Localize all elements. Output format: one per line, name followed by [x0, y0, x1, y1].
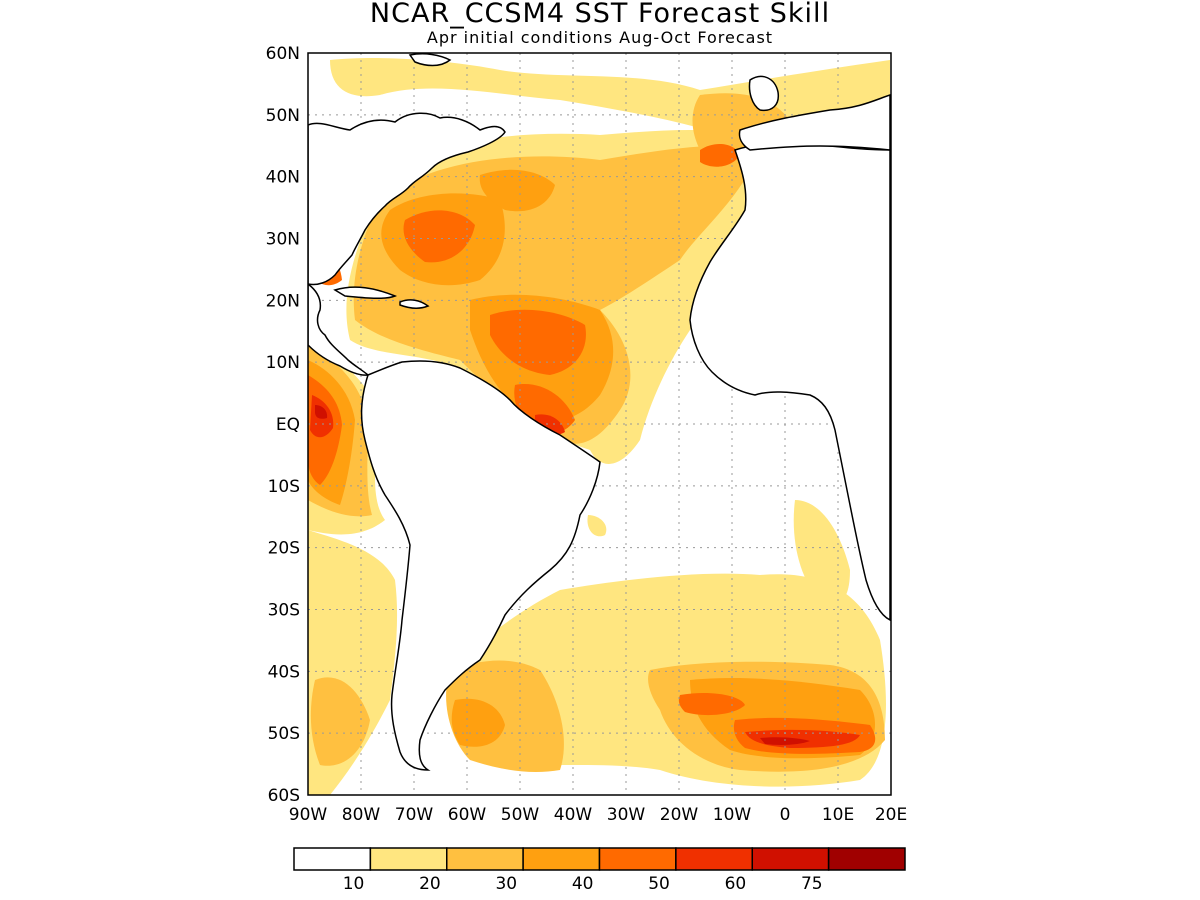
- latitude-label: 60S: [268, 786, 300, 806]
- latitude-label: 20N: [266, 291, 300, 311]
- longitude-label: 20E: [875, 805, 907, 825]
- map-frame: [307, 52, 892, 796]
- skill-region-sa-core2: [678, 693, 745, 716]
- latitude-label: 60N: [266, 44, 300, 64]
- longitude-label: 0: [780, 805, 791, 825]
- colorbar-swatch: [369, 847, 448, 871]
- colorbar-swatch: [446, 847, 524, 871]
- skill-region-sw-africa: [793, 500, 850, 604]
- latitude-label: 20S: [268, 539, 300, 559]
- greenland-tip: [408, 53, 452, 67]
- longitude-label: 80W: [342, 805, 381, 825]
- coastlines: [308, 53, 891, 771]
- latitude-labels: 60N 50N 40N 30N 20N 10N EQ 10S 20S 30S 40S 50S 60S: [266, 44, 300, 806]
- skill-region-sp: [310, 677, 370, 766]
- mexico-central-america: [308, 283, 370, 376]
- latitude-label: 30S: [268, 601, 300, 621]
- latitude-label: 10S: [268, 477, 300, 497]
- colorbar: 10 20 30 40 50 60 75: [293, 847, 906, 894]
- longitude-labels: 90W 80W 70W 60W 50W 40W 30W 20W 10W 0 10E 20E: [289, 805, 907, 825]
- colorbar-level-label: 40: [572, 874, 594, 894]
- colorbar-swatch: [675, 847, 753, 871]
- skill-region-ta-core: [490, 309, 586, 375]
- colorbar-swatch: [522, 847, 601, 871]
- longitude-label: 60W: [448, 805, 487, 825]
- skill-region-na-spot: [700, 143, 740, 167]
- latitude-label: 40N: [266, 168, 300, 188]
- latitude-label: EQ: [276, 415, 300, 435]
- colorbar-level-label: 10: [343, 874, 365, 894]
- colorbar-level-label: 60: [725, 874, 747, 894]
- skill-region-sa-max: [760, 737, 810, 745]
- longitude-label: 40W: [554, 805, 593, 825]
- longitude-label: 50W: [501, 805, 540, 825]
- skill-region-ep-max: [315, 405, 328, 419]
- longitude-label: 90W: [289, 805, 328, 825]
- skill-region-midlat: [479, 169, 555, 212]
- colorbar-level-label: 20: [419, 874, 441, 894]
- map-title: NCAR_CCSM4 SST Forecast Skill: [369, 0, 831, 29]
- longitude-label: 10E: [822, 805, 854, 825]
- british-isles: [748, 75, 780, 112]
- colorbar-swatch: [827, 847, 906, 871]
- skill-region-gs-core: [403, 210, 475, 263]
- longitude-label: 30W: [607, 805, 646, 825]
- map-subtitle: Apr initial conditions Aug-Oct Forecast: [426, 28, 774, 47]
- skill-field: [308, 58, 890, 795]
- colorbar-swatch: [751, 847, 830, 871]
- hispaniola: [399, 299, 430, 309]
- colorbar-swatch: [293, 847, 372, 871]
- latitude-label: 50N: [266, 106, 300, 126]
- longitude-label: 20W: [660, 805, 699, 825]
- latitude-label: 40S: [268, 662, 300, 682]
- colorbar-swatch: [598, 847, 677, 871]
- longitude-label: 10W: [713, 805, 752, 825]
- longitude-label: 70W: [395, 805, 434, 825]
- latitude-label: 50S: [268, 724, 300, 744]
- cuba: [333, 286, 398, 300]
- europe-land: [738, 93, 891, 151]
- colorbar-level-label: 30: [495, 874, 517, 894]
- latitude-label: 30N: [266, 230, 300, 250]
- north-america-land: [308, 112, 506, 286]
- latitude-label: 10N: [266, 353, 300, 373]
- skill-region-brazil-pt: [587, 515, 607, 537]
- south-america-land: [360, 360, 601, 771]
- colorbar-level-label: 50: [648, 874, 670, 894]
- colorbar-level-label: 75: [801, 874, 823, 894]
- skill-region-arg-hot: [451, 698, 505, 747]
